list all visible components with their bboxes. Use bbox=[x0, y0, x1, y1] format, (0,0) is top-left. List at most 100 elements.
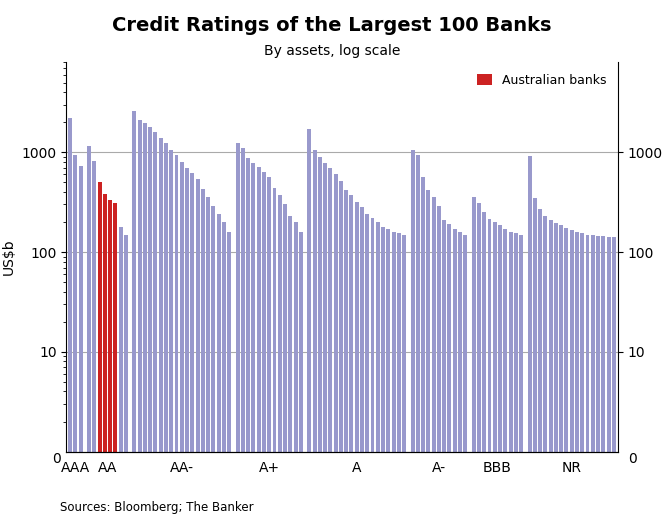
Bar bbox=[236, 143, 240, 519]
Bar bbox=[98, 182, 102, 519]
Bar bbox=[493, 222, 497, 519]
Bar bbox=[458, 231, 462, 519]
Bar bbox=[216, 214, 220, 519]
Bar bbox=[169, 150, 173, 519]
Text: Sources: Bloomberg; The Banker: Sources: Bloomberg; The Banker bbox=[60, 501, 254, 514]
Bar bbox=[206, 197, 210, 519]
Bar bbox=[586, 235, 590, 519]
Text: 0: 0 bbox=[52, 453, 61, 466]
Bar bbox=[344, 190, 348, 519]
Bar bbox=[196, 179, 200, 519]
Bar bbox=[68, 118, 72, 519]
Bar bbox=[164, 143, 168, 519]
Bar bbox=[482, 212, 486, 519]
Bar bbox=[503, 229, 507, 519]
Bar bbox=[365, 214, 369, 519]
Bar bbox=[153, 132, 157, 519]
Bar bbox=[278, 196, 282, 519]
Bar bbox=[124, 235, 128, 519]
Bar bbox=[329, 168, 333, 519]
Bar bbox=[137, 120, 141, 519]
Bar bbox=[471, 197, 475, 519]
Bar bbox=[334, 174, 337, 519]
Bar bbox=[528, 156, 531, 519]
Bar bbox=[432, 197, 436, 519]
Bar bbox=[103, 194, 107, 519]
Bar bbox=[381, 227, 385, 519]
Bar bbox=[180, 162, 184, 519]
Bar bbox=[416, 155, 420, 519]
Bar bbox=[410, 150, 414, 519]
Bar bbox=[570, 230, 574, 519]
Bar bbox=[74, 155, 77, 519]
Bar bbox=[612, 238, 616, 519]
Bar bbox=[272, 188, 276, 519]
Bar bbox=[159, 138, 163, 519]
Bar bbox=[397, 233, 401, 519]
Bar bbox=[437, 206, 441, 519]
Legend: Australian banks: Australian banks bbox=[471, 69, 612, 91]
Bar bbox=[386, 229, 390, 519]
Bar bbox=[211, 206, 215, 519]
Bar bbox=[293, 222, 297, 519]
Bar bbox=[453, 229, 457, 519]
Bar bbox=[463, 235, 467, 519]
Bar bbox=[323, 162, 327, 519]
Bar bbox=[514, 233, 518, 519]
Bar bbox=[119, 227, 123, 519]
Bar bbox=[591, 235, 595, 519]
Bar bbox=[533, 198, 537, 519]
Bar bbox=[349, 196, 353, 519]
Bar bbox=[575, 231, 579, 519]
Bar bbox=[509, 231, 513, 519]
Bar bbox=[554, 223, 558, 519]
Bar bbox=[543, 216, 547, 519]
Bar bbox=[519, 235, 523, 519]
Bar bbox=[371, 218, 374, 519]
Bar bbox=[299, 231, 303, 519]
Bar bbox=[114, 203, 118, 519]
Bar bbox=[580, 233, 584, 519]
Bar bbox=[268, 177, 271, 519]
Bar bbox=[442, 220, 446, 519]
Bar bbox=[148, 127, 152, 519]
Bar bbox=[252, 163, 256, 519]
Text: Credit Ratings of the Largest 100 Banks: Credit Ratings of the Largest 100 Banks bbox=[112, 16, 552, 35]
Bar bbox=[487, 219, 491, 519]
Bar bbox=[78, 166, 82, 519]
Bar bbox=[257, 167, 261, 519]
Bar bbox=[421, 177, 425, 519]
Bar bbox=[241, 148, 245, 519]
Bar bbox=[392, 231, 396, 519]
Bar bbox=[448, 224, 452, 519]
Bar bbox=[548, 220, 552, 519]
Bar bbox=[402, 235, 406, 519]
Bar bbox=[318, 157, 322, 519]
Bar bbox=[246, 158, 250, 519]
Bar bbox=[313, 150, 317, 519]
Bar bbox=[607, 237, 610, 519]
Bar bbox=[92, 161, 96, 519]
Bar bbox=[498, 225, 502, 519]
Bar bbox=[175, 155, 179, 519]
Bar bbox=[143, 124, 147, 519]
Bar bbox=[227, 231, 231, 519]
Bar bbox=[222, 222, 226, 519]
Bar bbox=[132, 111, 136, 519]
Bar bbox=[185, 168, 189, 519]
Text: By assets, log scale: By assets, log scale bbox=[264, 44, 400, 58]
Bar bbox=[538, 209, 542, 519]
Bar bbox=[283, 204, 287, 519]
Bar bbox=[108, 200, 112, 519]
Bar bbox=[477, 203, 481, 519]
Bar bbox=[288, 216, 292, 519]
Bar bbox=[376, 222, 380, 519]
Bar bbox=[596, 236, 600, 519]
Bar bbox=[307, 129, 311, 519]
Bar bbox=[426, 190, 430, 519]
Bar bbox=[191, 173, 195, 519]
Bar bbox=[262, 172, 266, 519]
Bar bbox=[339, 181, 343, 519]
Bar bbox=[559, 225, 563, 519]
Bar bbox=[355, 202, 359, 519]
